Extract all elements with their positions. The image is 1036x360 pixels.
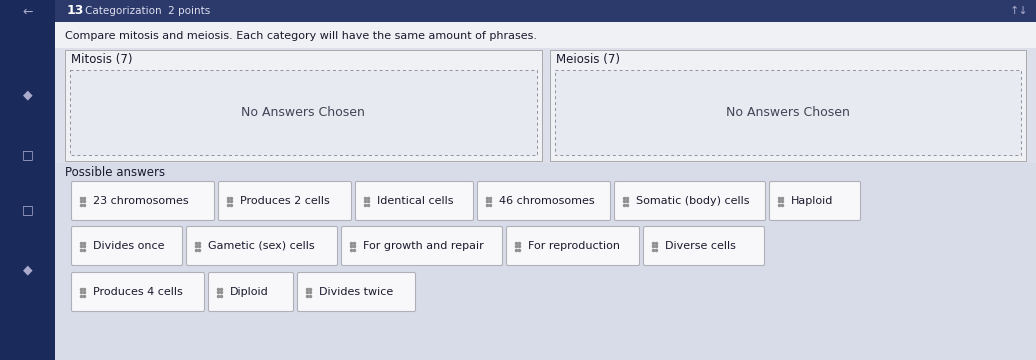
Text: Possible answers: Possible answers xyxy=(65,166,165,179)
FancyBboxPatch shape xyxy=(65,50,542,161)
FancyBboxPatch shape xyxy=(554,70,1021,155)
FancyBboxPatch shape xyxy=(71,226,182,266)
FancyBboxPatch shape xyxy=(549,50,1026,161)
FancyBboxPatch shape xyxy=(55,22,1036,360)
FancyBboxPatch shape xyxy=(186,226,338,266)
FancyBboxPatch shape xyxy=(55,163,1036,360)
FancyBboxPatch shape xyxy=(614,181,766,220)
Text: Meiosis (7): Meiosis (7) xyxy=(555,54,620,67)
Text: Compare mitosis and meiosis. Each category will have the same amount of phrases.: Compare mitosis and meiosis. Each catego… xyxy=(65,31,537,41)
Text: 23 chromosomes: 23 chromosomes xyxy=(93,196,189,206)
Text: Gametic (sex) cells: Gametic (sex) cells xyxy=(208,241,315,251)
Text: Categorization  2 points: Categorization 2 points xyxy=(85,6,210,16)
Text: Diploid: Diploid xyxy=(230,287,268,297)
Text: Diverse cells: Diverse cells xyxy=(665,241,736,251)
Text: For reproduction: For reproduction xyxy=(528,241,620,251)
Text: □: □ xyxy=(22,203,33,216)
Text: No Answers Chosen: No Answers Chosen xyxy=(726,106,850,119)
FancyBboxPatch shape xyxy=(355,181,473,220)
Text: ←: ← xyxy=(22,5,33,18)
Text: Haploid: Haploid xyxy=(792,196,833,206)
Text: 13: 13 xyxy=(67,4,84,18)
FancyBboxPatch shape xyxy=(208,273,293,311)
Text: 46 chromosomes: 46 chromosomes xyxy=(499,196,595,206)
FancyBboxPatch shape xyxy=(71,273,204,311)
FancyBboxPatch shape xyxy=(55,0,1036,22)
FancyBboxPatch shape xyxy=(507,226,639,266)
Text: Mitosis (7): Mitosis (7) xyxy=(71,54,133,67)
Text: ◆: ◆ xyxy=(23,264,32,276)
FancyBboxPatch shape xyxy=(219,181,351,220)
Text: □: □ xyxy=(22,148,33,162)
FancyBboxPatch shape xyxy=(770,181,861,220)
FancyBboxPatch shape xyxy=(342,226,502,266)
FancyBboxPatch shape xyxy=(643,226,765,266)
FancyBboxPatch shape xyxy=(0,0,55,360)
Text: Somatic (body) cells: Somatic (body) cells xyxy=(636,196,749,206)
Text: Produces 2 cells: Produces 2 cells xyxy=(240,196,329,206)
Text: For growth and repair: For growth and repair xyxy=(363,241,484,251)
Text: ◆: ◆ xyxy=(23,89,32,102)
FancyBboxPatch shape xyxy=(297,273,415,311)
FancyBboxPatch shape xyxy=(70,70,537,155)
Text: Identical cells: Identical cells xyxy=(377,196,454,206)
FancyBboxPatch shape xyxy=(55,48,1036,163)
Text: Divides once: Divides once xyxy=(93,241,165,251)
Text: ↑↓: ↑↓ xyxy=(1009,6,1028,16)
Text: No Answers Chosen: No Answers Chosen xyxy=(241,106,365,119)
FancyBboxPatch shape xyxy=(478,181,610,220)
FancyBboxPatch shape xyxy=(71,181,214,220)
Text: Produces 4 cells: Produces 4 cells xyxy=(93,287,182,297)
Text: Divides twice: Divides twice xyxy=(319,287,394,297)
